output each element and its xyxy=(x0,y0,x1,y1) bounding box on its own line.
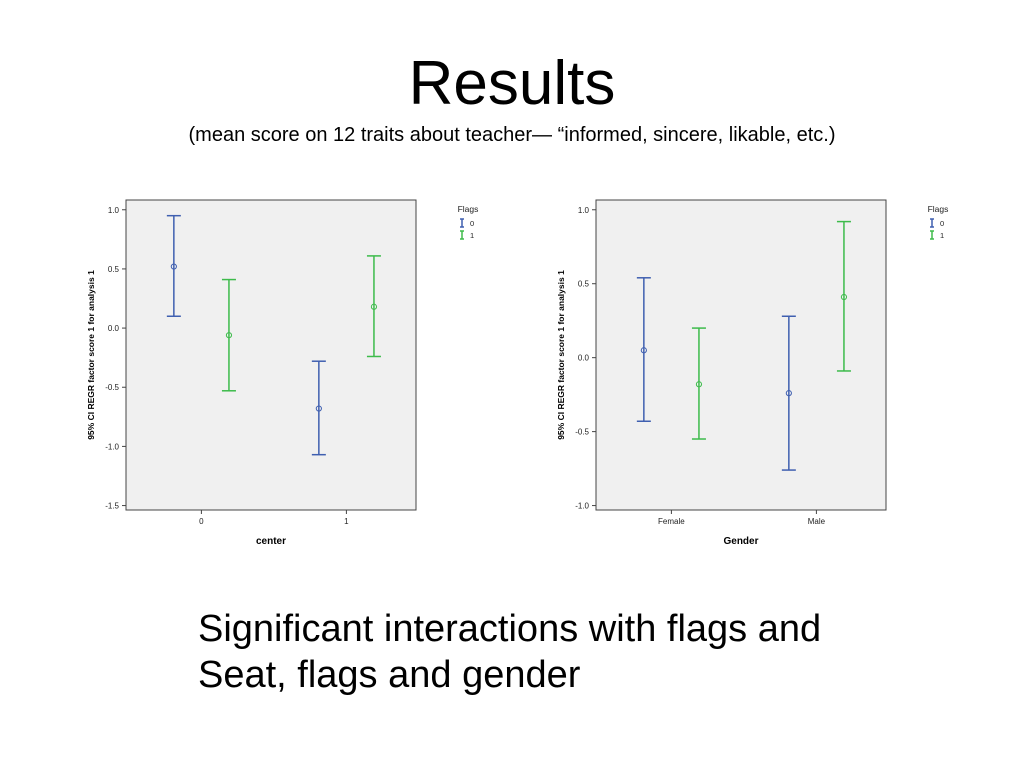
mean-point xyxy=(695,381,703,388)
mean-point xyxy=(370,303,378,310)
caption-line-1: Significant interactions with flags and xyxy=(198,608,822,650)
center-error-bar-chart: 1.0 0.5 0.0 -0.5 -1.0 -1.5 0 1 center 95% CI REGR… xyxy=(80,196,500,556)
x-tick-label: 0 xyxy=(199,517,204,526)
y-tick-label: 0.0 xyxy=(108,324,120,333)
y-tick-label: -1.0 xyxy=(575,502,589,511)
mean-point xyxy=(225,332,233,339)
gender-error-bar-chart: 1.0 0.5 0.0 -0.5 -1.0 Female Male Gender 95% CI … xyxy=(550,196,970,556)
y-tick-label: 1.0 xyxy=(578,206,590,215)
legend-label: 0 xyxy=(940,219,944,228)
y-tick-label: 0.0 xyxy=(578,354,590,363)
y-tick-label: 1.0 xyxy=(108,206,120,215)
x-tick-label: Male xyxy=(808,517,826,526)
legend-title: Flags xyxy=(458,204,479,214)
mean-point xyxy=(785,390,792,397)
mean-point xyxy=(640,347,647,354)
plot-area xyxy=(125,199,417,511)
x-tick-label: Female xyxy=(658,517,685,526)
legend-label: 0 xyxy=(470,219,474,228)
y-tick-label: -1.0 xyxy=(105,442,119,451)
x-tick-label: 1 xyxy=(344,517,349,526)
y-axis-title: 95% CI REGR factor score 1 for analysis … xyxy=(86,270,96,440)
plot-area xyxy=(595,199,887,511)
y-tick-label: 0.5 xyxy=(108,265,120,274)
mean-point xyxy=(315,405,322,412)
y-tick-label: -0.5 xyxy=(105,383,119,392)
legend-title: Flags xyxy=(928,204,949,214)
x-axis-title: Gender xyxy=(723,536,758,547)
y-tick-label: -0.5 xyxy=(575,428,589,437)
legend-label: 1 xyxy=(470,231,474,240)
gender-chart-svg: 1.0 0.5 0.0 -0.5 -1.0 Female Male Gender 95% CI … xyxy=(556,199,949,547)
center-chart-svg: 1.0 0.5 0.0 -0.5 -1.0 -1.5 0 1 center 95% CI REGR… xyxy=(86,199,479,547)
slide-subtitle: (mean score on 12 traits about teacher— … xyxy=(188,124,836,146)
y-tick-label: 0.5 xyxy=(578,280,590,289)
mean-point xyxy=(170,263,177,270)
y-axis-title: 95% CI REGR factor score 1 for analysis … xyxy=(556,270,566,440)
legend-label: 1 xyxy=(940,231,944,240)
slide-title: Results xyxy=(408,49,616,118)
caption-line-2: Seat, flags and gender xyxy=(198,654,581,696)
x-axis-title: center xyxy=(256,536,286,547)
slide-caption: Significant interactions with flags and … xyxy=(198,606,958,698)
mean-point xyxy=(840,293,848,301)
y-tick-label: -1.5 xyxy=(105,502,119,511)
